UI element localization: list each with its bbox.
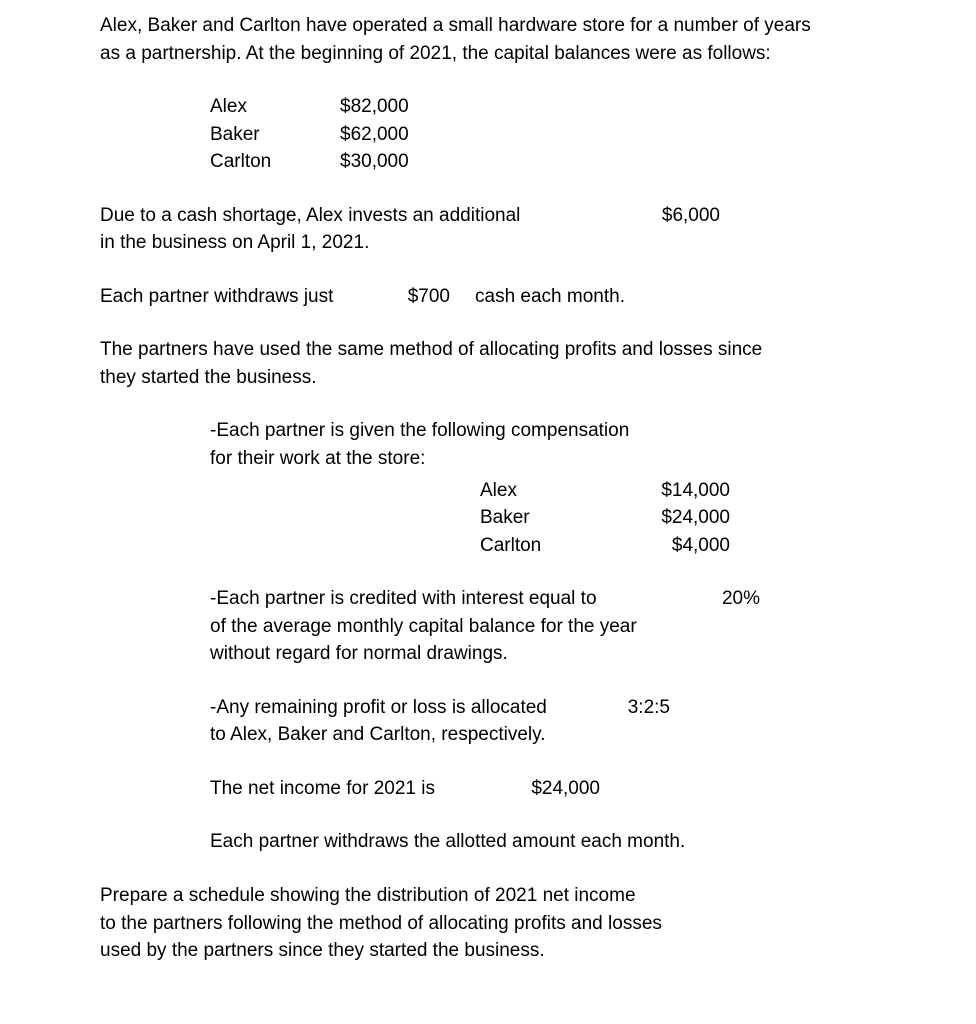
comp-name: Carlton <box>480 532 610 560</box>
remaining-block: -Any remaining profit or loss is allocat… <box>100 694 876 749</box>
partner-name: Carlton <box>210 148 340 176</box>
comp-amount: $4,000 <box>610 532 730 560</box>
partner-capital: $82,000 <box>340 93 460 121</box>
withdraw-amount: $700 <box>360 283 450 311</box>
comp-name: Alex <box>480 477 610 505</box>
table-row: Carlton $4,000 <box>480 532 876 560</box>
document-body: Alex, Baker and Carlton have operated a … <box>0 0 976 1003</box>
interest-block: -Each partner is credited with interest … <box>100 585 876 668</box>
cash-shortage-text-1: Due to a cash shortage, Alex invests an … <box>100 202 560 230</box>
cash-shortage-amount: $6,000 <box>560 202 720 230</box>
method-intro-line-2: they started the business. <box>100 367 317 388</box>
interest-line-3: without regard for normal drawings. <box>210 643 508 664</box>
comp-amount: $14,000 <box>610 477 730 505</box>
compensation-heading-2: for their work at the store: <box>210 448 425 469</box>
task-line-2: to the partners following the method of … <box>100 913 662 934</box>
table-row: Alex $14,000 <box>480 477 876 505</box>
remaining-ratio: 3:2:5 <box>580 694 670 722</box>
table-row: Baker $24,000 <box>480 504 876 532</box>
withdraw-left: Each partner withdraws just <box>100 283 360 311</box>
compensation-heading-1: -Each partner is given the following com… <box>210 420 629 441</box>
table-row: Carlton $30,000 <box>210 148 876 176</box>
compensation-block: -Each partner is given the following com… <box>100 417 876 559</box>
net-income-line: The net income for 2021 is $24,000 <box>100 775 876 803</box>
comp-name: Baker <box>480 504 610 532</box>
net-income-amount: $24,000 <box>460 775 600 803</box>
table-row: Alex $82,000 <box>210 93 876 121</box>
cash-shortage-text-2: in the business on April 1, 2021. <box>100 232 369 253</box>
intro-line-2: as a partnership. At the beginning of 20… <box>100 43 771 64</box>
capital-balances-table: Alex $82,000 Baker $62,000 Carlton $30,0… <box>100 93 876 176</box>
interest-pct: 20% <box>640 585 760 613</box>
method-intro-line-1: The partners have used the same method o… <box>100 339 762 360</box>
withdraw-paragraph: Each partner withdraws just $700 cash ea… <box>100 283 876 311</box>
partner-name: Alex <box>210 93 340 121</box>
intro-paragraph: Alex, Baker and Carlton have operated a … <box>100 12 876 67</box>
task-line-1: Prepare a schedule showing the distribut… <box>100 885 636 906</box>
withdraw-right: cash each month. <box>450 283 625 311</box>
task-paragraph: Prepare a schedule showing the distribut… <box>100 882 876 965</box>
interest-line-1: -Each partner is credited with interest … <box>210 585 640 613</box>
net-income-left: The net income for 2021 is <box>210 775 460 803</box>
interest-line-2: of the average monthly capital balance f… <box>210 616 637 637</box>
comp-amount: $24,000 <box>610 504 730 532</box>
table-row: Baker $62,000 <box>210 121 876 149</box>
partner-capital: $30,000 <box>340 148 460 176</box>
intro-line-1: Alex, Baker and Carlton have operated a … <box>100 15 811 36</box>
withdraw-note: Each partner withdraws the allotted amou… <box>100 828 876 856</box>
remaining-line-1: -Any remaining profit or loss is allocat… <box>210 694 580 722</box>
partner-name: Baker <box>210 121 340 149</box>
compensation-table: Alex $14,000 Baker $24,000 Carlton $4,00… <box>210 477 876 560</box>
task-line-3: used by the partners since they started … <box>100 940 545 961</box>
method-intro-paragraph: The partners have used the same method o… <box>100 336 876 391</box>
remaining-line-2: to Alex, Baker and Carlton, respectively… <box>210 724 545 745</box>
partner-capital: $62,000 <box>340 121 460 149</box>
cash-shortage-paragraph: Due to a cash shortage, Alex invests an … <box>100 202 876 257</box>
